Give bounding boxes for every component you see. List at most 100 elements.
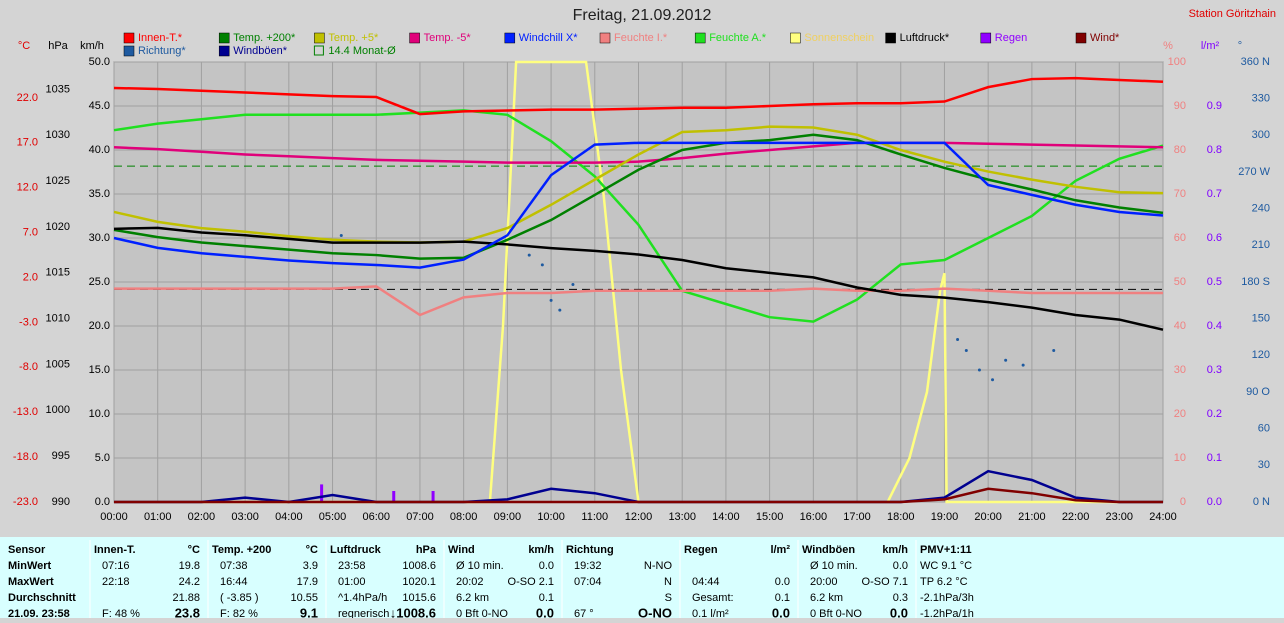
y-tick-label: 90 O xyxy=(1246,386,1270,398)
series-line xyxy=(114,487,1163,504)
legend-swatch xyxy=(218,45,230,57)
cell-right: N-NO xyxy=(644,560,673,572)
x-tick-label: 04:00 xyxy=(275,511,303,523)
direction-dot xyxy=(1004,358,1008,362)
y-tick-label: 1010 xyxy=(46,313,70,325)
y-tick-label: 1015 xyxy=(46,267,70,279)
x-tick-label: 03:00 xyxy=(231,511,259,523)
direction-dot xyxy=(527,253,531,257)
column-unit: °C xyxy=(188,544,200,556)
legend-label: Innen-T.* xyxy=(138,32,183,44)
x-tick-label: 18:00 xyxy=(887,511,915,523)
x-tick-label: 19:00 xyxy=(931,511,959,523)
x-tick-label: 20:00 xyxy=(974,511,1002,523)
direction-dot xyxy=(549,298,553,302)
cell-left: 07:04 xyxy=(574,576,602,588)
legend-label: 14.4 Monat-Ø xyxy=(328,45,396,57)
cell-left: 07:16 xyxy=(102,560,130,572)
cell-right: O-SO 2.1 xyxy=(508,576,554,588)
row-label: MinWert xyxy=(8,560,52,572)
cell-right: 0.1 xyxy=(539,592,554,604)
cell-left: F: 82 % xyxy=(220,608,258,618)
row-label: Durchschnitt xyxy=(8,592,76,604)
cell-right: 10.55 xyxy=(290,592,318,604)
cell-right: 9.1 xyxy=(300,605,318,618)
legend-swatch xyxy=(885,32,896,44)
direction-dot xyxy=(558,308,562,312)
y-tick-label: 40.0 xyxy=(89,144,110,156)
stats-table xyxy=(0,537,1284,618)
legend-label: Wind* xyxy=(1090,32,1120,44)
axis-unit: km/h xyxy=(80,40,104,52)
cell-left: WC 9.1 °C xyxy=(920,560,972,572)
column-title: Regen xyxy=(684,544,718,556)
legend-swatch xyxy=(504,32,516,44)
legend-label: Regen xyxy=(995,32,1027,44)
y-tick-label: 0 xyxy=(1180,496,1186,508)
series-line xyxy=(113,141,1164,269)
x-tick-label: 01:00 xyxy=(144,511,172,523)
legend-swatch xyxy=(599,32,611,44)
cell-left: F: 48 % xyxy=(102,608,140,618)
column-title: Temp. +200 xyxy=(212,544,271,556)
y-tick-label: -8.0 xyxy=(19,361,38,373)
cell-left: 0 Bft 0-NO xyxy=(456,608,508,618)
column-title: PMV+1:11 xyxy=(920,544,972,556)
y-tick-label: 12.0 xyxy=(17,182,38,194)
y-tick-label: 0.2 xyxy=(1207,408,1222,420)
column-title: Luftdruck xyxy=(330,544,382,556)
y-tick-label: 20 xyxy=(1174,408,1186,420)
y-tick-label: 90 xyxy=(1174,100,1186,112)
x-tick-label: 10:00 xyxy=(537,511,565,523)
x-tick-label: 17:00 xyxy=(843,511,871,523)
cell-left: 19:32 xyxy=(574,560,602,572)
row-label: 21.09. 23:58 xyxy=(8,608,70,618)
cell-left: -2.1hPa/3h xyxy=(920,592,974,604)
y-tick-label: -18.0 xyxy=(13,451,38,463)
direction-dot xyxy=(977,368,981,372)
axis-unit: hPa xyxy=(48,40,68,52)
legend-label: Sonnenschein xyxy=(804,32,874,44)
cell-left: 23:58 xyxy=(338,560,366,572)
chart-title: Freitag, 21.09.2012 xyxy=(573,7,712,24)
cell-right: 0.3 xyxy=(893,592,908,604)
legend-swatch xyxy=(1075,32,1087,44)
y-tick-label: -3.0 xyxy=(19,316,38,328)
x-tick-label: 05:00 xyxy=(319,511,347,523)
axis-unit: ° xyxy=(1238,40,1242,52)
legend-label: Temp. -5* xyxy=(424,32,472,44)
y-tick-label: 10.0 xyxy=(89,408,110,420)
y-tick-label: 45.0 xyxy=(89,100,110,112)
y-tick-label: 30.0 xyxy=(89,232,110,244)
stats: Sensor MinWert MaxWert Durchschnitt 21.09. 2… xyxy=(8,540,974,620)
legend-swatch xyxy=(980,32,992,44)
y-tick-label: 50 xyxy=(1174,276,1186,288)
y-tick-label: 1000 xyxy=(46,404,70,416)
cell-left: TP 6.2 °C xyxy=(920,576,968,588)
direction-dot xyxy=(1052,348,1056,352)
cell-right: 1020.1 xyxy=(402,576,436,588)
cell-right: O-SO 7.1 xyxy=(862,576,908,588)
y-tick-label: 60 xyxy=(1174,232,1186,244)
cell-left: 20:02 xyxy=(456,576,484,588)
series-line xyxy=(113,76,1164,116)
y-tick-label: 1025 xyxy=(46,175,70,187)
y-tick-label: 995 xyxy=(52,450,70,462)
cell-right: 0.1 xyxy=(775,592,790,604)
rain-bar xyxy=(392,491,396,502)
x-tick-label: 24:00 xyxy=(1149,511,1177,523)
cell-left: 67 ° xyxy=(574,608,594,618)
cell-right: 1015.6 xyxy=(402,592,436,604)
y-tick-label: 180 S xyxy=(1241,276,1270,288)
legend-swatch xyxy=(409,32,420,44)
cell-left: ^1.4hPa/h xyxy=(338,592,387,604)
y-tick-label: 360 N xyxy=(1241,56,1270,68)
x-tick-label: 07:00 xyxy=(406,511,434,523)
y-tick-label: 17.0 xyxy=(17,137,38,149)
legend-label: Feuchte I.* xyxy=(614,32,668,44)
cell-right: S xyxy=(665,592,672,604)
cell-left: Ø 10 min. xyxy=(810,560,858,572)
y-tick-label: 1005 xyxy=(46,358,70,370)
y-tick-label: 1035 xyxy=(46,83,70,95)
